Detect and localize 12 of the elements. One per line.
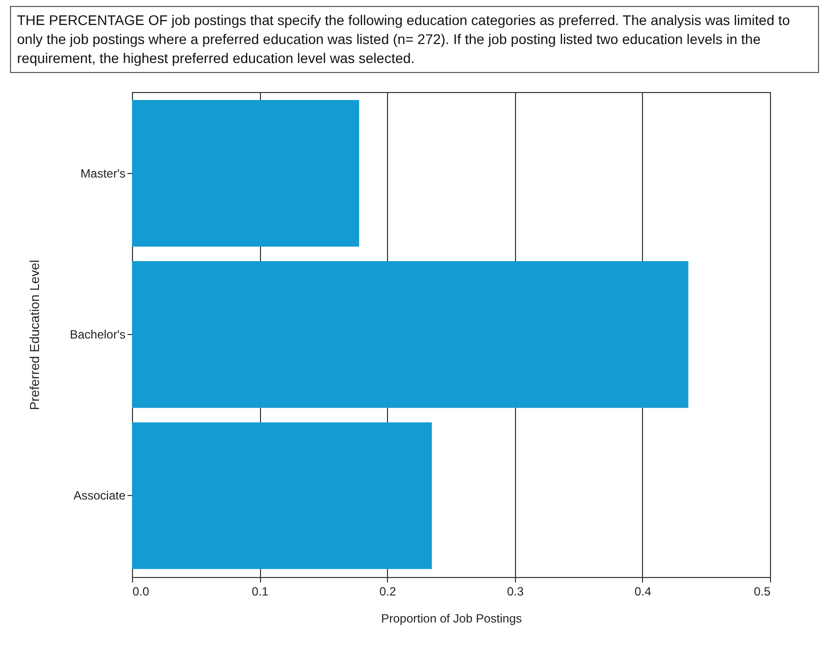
x-tick-label: 0.3 — [506, 584, 524, 598]
x-tick-label: 0.2 — [379, 584, 396, 598]
x-tick-label: 0.1 — [252, 584, 269, 598]
y-tick-label: Associate — [73, 488, 126, 503]
x-axis-title: Proportion of Job Postings — [381, 612, 522, 626]
chart-title: THE PERCENTAGE OF job postings that specify the following education categories as preferred. The analysis was limited to only the job postings where a preferred education was listed (n= 272). If the job posting listed two education levels in the requirement, the highest preferred education level was selected. — [10, 6, 819, 73]
x-tick-label: 0.5 — [754, 584, 771, 598]
x-tick-label: 0.0 — [132, 584, 150, 598]
y-tick-label: Bachelor's — [70, 328, 126, 342]
y-tick-label: Master's — [80, 166, 126, 180]
x-tick-label: 0.4 — [634, 584, 652, 598]
y-axis-title: Preferred Education Level — [26, 260, 42, 410]
